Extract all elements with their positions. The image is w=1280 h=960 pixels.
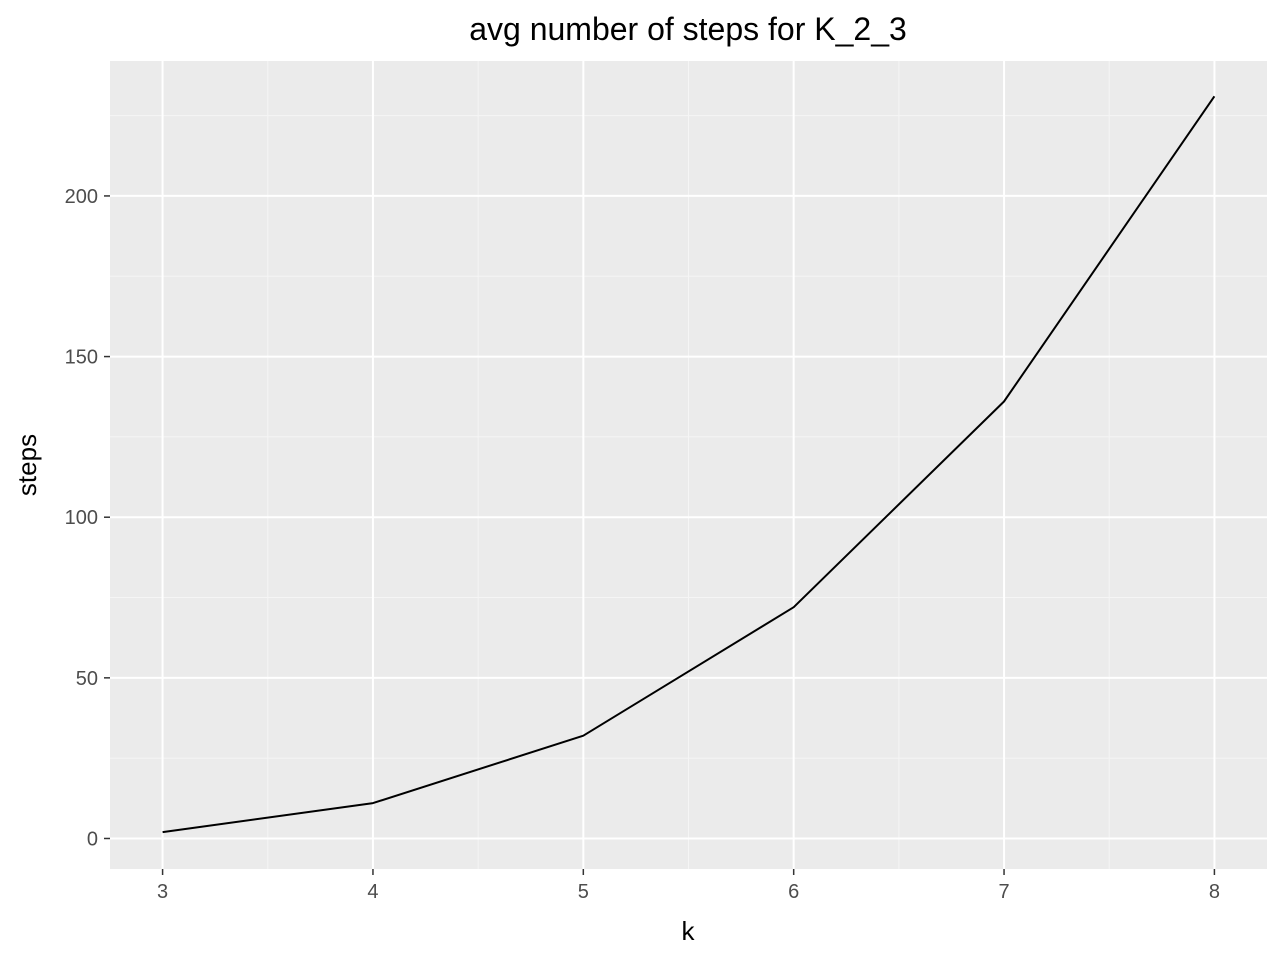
x-tick-label: 5 xyxy=(578,881,589,903)
x-axis: 3 4 5 6 7 8 xyxy=(157,869,1220,903)
y-tick-label: 100 xyxy=(65,507,98,529)
y-tick-label: 50 xyxy=(76,668,98,690)
major-gridlines xyxy=(110,61,1267,869)
x-tick-label: 7 xyxy=(998,881,1009,903)
x-tick-label: 3 xyxy=(157,881,168,903)
x-tick-label: 8 xyxy=(1209,881,1220,903)
series-line xyxy=(162,95,1216,834)
x-tick-label: 4 xyxy=(367,881,378,903)
x-axis-title: k xyxy=(682,916,696,946)
chart-title: avg number of steps for K_2_3 xyxy=(469,11,907,47)
y-tick-label: 150 xyxy=(65,347,98,369)
y-axis-title: steps xyxy=(12,434,42,496)
y-tick-label: 0 xyxy=(87,828,98,850)
y-tick-label: 200 xyxy=(65,186,98,208)
y-axis: 0 50 100 150 200 xyxy=(65,186,110,850)
x-tick-label: 6 xyxy=(788,881,799,903)
series-layer xyxy=(162,95,1216,834)
